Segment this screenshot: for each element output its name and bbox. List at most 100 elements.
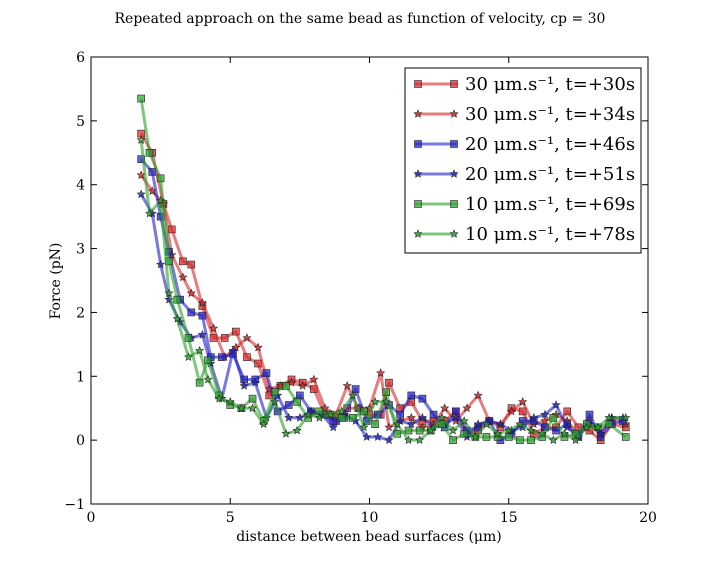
legend-marker [450, 200, 458, 208]
data-point [526, 425, 536, 435]
data-point [515, 419, 525, 429]
data-point [417, 413, 427, 422]
data-point [214, 393, 224, 403]
data-point [148, 168, 157, 176]
data-point [429, 410, 438, 419]
data-point [197, 330, 207, 339]
data-point [559, 428, 569, 438]
legend-marker [450, 140, 458, 148]
data-point [337, 413, 346, 422]
data-point [232, 327, 240, 336]
data-point [220, 334, 229, 342]
data-point [621, 413, 631, 422]
data-point [186, 288, 196, 298]
data-point [228, 345, 238, 355]
legend-entry: 30 μm.s⁻¹, t=+30s [414, 74, 635, 95]
data-point [384, 435, 394, 445]
data-point [198, 311, 207, 320]
data-point [208, 323, 219, 333]
data-point [448, 425, 458, 435]
data-point [203, 374, 213, 384]
data-point [459, 416, 469, 425]
data-point [284, 413, 294, 422]
data-point [172, 314, 182, 323]
data-point [406, 419, 416, 429]
data-point [359, 422, 369, 432]
y-tick-label: −1 [64, 497, 85, 513]
legend-entry: 20 μm.s⁻¹, t=+51s [413, 164, 635, 185]
legend-marker [449, 109, 459, 118]
data-point [451, 413, 461, 422]
data-point [549, 413, 558, 422]
legend-marker [449, 229, 459, 238]
y-tick-label: 1 [76, 369, 85, 385]
data-point [415, 426, 424, 435]
data-point [571, 435, 581, 445]
data-point [604, 413, 614, 422]
legend-marker [413, 229, 423, 238]
data-point [284, 401, 293, 409]
legend-marker [414, 80, 422, 88]
data-point [144, 208, 155, 218]
data-point [236, 403, 246, 413]
data-point [596, 428, 606, 438]
series-layer [136, 94, 631, 445]
legend-marker [413, 109, 423, 118]
chart-title: Repeated approach on the same bead as fu… [115, 11, 606, 27]
data-point [384, 422, 394, 432]
data-point [621, 433, 630, 441]
data-point [314, 413, 324, 422]
data-point [281, 428, 291, 438]
legend-box [404, 67, 642, 254]
data-point [518, 397, 528, 406]
data-point [292, 425, 302, 435]
data-point [482, 433, 491, 441]
data-point [437, 413, 447, 422]
data-point [225, 397, 235, 406]
data-point [328, 422, 338, 432]
data-point [293, 398, 301, 406]
data-point [562, 422, 572, 432]
data-point [415, 435, 425, 445]
data-point [325, 409, 336, 419]
data-point [473, 419, 483, 429]
y-tick-label: 2 [76, 305, 85, 321]
data-point [243, 353, 251, 361]
data-point [373, 432, 383, 441]
data-point [527, 436, 535, 444]
data-point [473, 390, 483, 400]
legend: 30 μm.s⁻¹, t=+30s 30 μm.s⁻¹, t=+34s 20 μm.… [404, 67, 642, 254]
data-point [438, 420, 446, 428]
y-tick-label: 4 [76, 178, 85, 194]
data-point [184, 334, 193, 342]
data-point [145, 148, 154, 157]
data-point [247, 403, 258, 413]
x-tick-label: 0 [87, 510, 96, 526]
data-point [516, 436, 524, 444]
data-point [179, 257, 187, 266]
legend-label: 10 μm.s⁻¹, t=+78s [465, 224, 635, 245]
x-tick-label: 10 [361, 510, 379, 526]
data-point [342, 381, 352, 390]
data-point [136, 189, 146, 199]
data-point [156, 195, 166, 205]
x-tick-label: 15 [500, 510, 518, 526]
data-point [370, 397, 380, 406]
data-point [506, 406, 517, 416]
legend-marker [450, 80, 458, 88]
data-point [371, 420, 379, 428]
data-point [385, 378, 393, 387]
data-point [259, 419, 269, 429]
data-point [495, 419, 505, 429]
legend-marker [414, 140, 422, 148]
data-point [540, 416, 550, 425]
data-point [348, 413, 357, 422]
data-point [605, 420, 613, 428]
data-point [197, 298, 207, 307]
data-point [262, 369, 271, 377]
data-point [537, 428, 547, 438]
y-tick-label: 0 [76, 433, 85, 449]
data-point [164, 288, 174, 298]
legend-label: 10 μm.s⁻¹, t=+69s [465, 194, 635, 215]
